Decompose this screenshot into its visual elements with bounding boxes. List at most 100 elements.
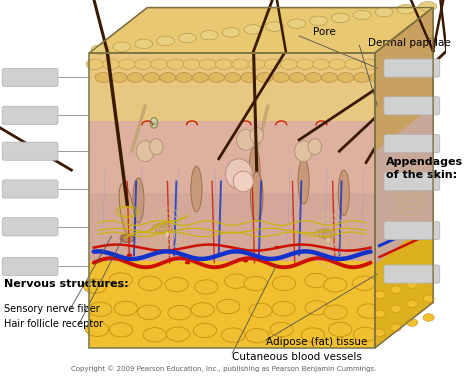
Text: Copyright © 2009 Pearson Education, Inc., publishing as Pearson Benjamin Cumming: Copyright © 2009 Pearson Education, Inc.… — [71, 366, 376, 372]
Ellipse shape — [310, 16, 328, 26]
Ellipse shape — [151, 59, 168, 70]
Ellipse shape — [119, 184, 136, 240]
Ellipse shape — [160, 73, 176, 82]
Ellipse shape — [183, 59, 200, 70]
Ellipse shape — [313, 59, 329, 70]
Ellipse shape — [191, 166, 202, 212]
FancyBboxPatch shape — [2, 218, 58, 236]
Ellipse shape — [324, 305, 347, 319]
Ellipse shape — [273, 73, 289, 82]
Ellipse shape — [272, 302, 295, 316]
Ellipse shape — [321, 73, 337, 82]
Ellipse shape — [216, 59, 233, 70]
Ellipse shape — [305, 273, 328, 288]
FancyBboxPatch shape — [2, 257, 58, 276]
Ellipse shape — [135, 39, 153, 49]
Ellipse shape — [423, 295, 434, 302]
Ellipse shape — [244, 276, 267, 291]
Ellipse shape — [353, 276, 376, 290]
Text: Sensory nerve fiber: Sensory nerve fiber — [4, 304, 100, 314]
Ellipse shape — [331, 13, 349, 23]
Ellipse shape — [193, 323, 217, 338]
Bar — [89, 53, 375, 348]
Ellipse shape — [329, 59, 346, 70]
Ellipse shape — [109, 323, 133, 337]
Ellipse shape — [241, 73, 257, 82]
Ellipse shape — [191, 303, 214, 317]
Ellipse shape — [370, 73, 386, 82]
Text: Cutaneous blood vessels: Cutaneous blood vessels — [232, 352, 362, 362]
Ellipse shape — [128, 73, 144, 82]
Ellipse shape — [338, 73, 354, 82]
Ellipse shape — [200, 59, 216, 70]
Ellipse shape — [423, 276, 434, 284]
Ellipse shape — [114, 301, 137, 316]
Polygon shape — [375, 8, 433, 348]
Ellipse shape — [280, 59, 297, 70]
Ellipse shape — [225, 274, 248, 288]
Ellipse shape — [374, 329, 385, 336]
Ellipse shape — [298, 159, 309, 204]
Ellipse shape — [226, 159, 252, 189]
FancyBboxPatch shape — [2, 180, 58, 198]
Ellipse shape — [113, 42, 131, 51]
Ellipse shape — [246, 328, 269, 343]
Ellipse shape — [176, 73, 192, 82]
Bar — [89, 261, 375, 348]
Ellipse shape — [217, 299, 240, 314]
Ellipse shape — [289, 73, 305, 82]
FancyBboxPatch shape — [384, 265, 440, 283]
Ellipse shape — [232, 59, 249, 70]
Ellipse shape — [83, 279, 107, 293]
FancyBboxPatch shape — [384, 222, 440, 240]
Ellipse shape — [168, 305, 191, 320]
Ellipse shape — [95, 73, 111, 82]
Ellipse shape — [150, 139, 163, 155]
Ellipse shape — [308, 139, 321, 155]
Ellipse shape — [354, 327, 377, 342]
Ellipse shape — [273, 276, 296, 291]
Ellipse shape — [109, 273, 132, 287]
Ellipse shape — [288, 19, 306, 28]
Ellipse shape — [243, 259, 248, 262]
Text: Appendages
of the skin:: Appendages of the skin: — [386, 156, 463, 180]
Ellipse shape — [390, 324, 401, 332]
Ellipse shape — [327, 237, 330, 243]
FancyBboxPatch shape — [2, 68, 58, 87]
Ellipse shape — [407, 319, 418, 326]
Text: Hair follicle receptor: Hair follicle receptor — [4, 319, 104, 329]
Ellipse shape — [361, 59, 378, 70]
Ellipse shape — [221, 328, 245, 342]
Ellipse shape — [305, 73, 321, 82]
FancyBboxPatch shape — [384, 172, 440, 191]
Ellipse shape — [301, 328, 325, 342]
Ellipse shape — [127, 254, 132, 257]
Ellipse shape — [85, 322, 109, 336]
Ellipse shape — [195, 280, 218, 294]
Ellipse shape — [225, 73, 241, 82]
Ellipse shape — [250, 127, 264, 143]
Ellipse shape — [179, 33, 196, 43]
Ellipse shape — [374, 291, 385, 299]
Ellipse shape — [138, 276, 162, 291]
Ellipse shape — [165, 277, 188, 292]
Bar — [89, 53, 375, 121]
Ellipse shape — [270, 322, 293, 337]
Text: Dermal papillae: Dermal papillae — [368, 39, 451, 48]
Ellipse shape — [407, 300, 418, 307]
Ellipse shape — [249, 147, 260, 193]
Ellipse shape — [338, 170, 349, 215]
Ellipse shape — [185, 261, 190, 265]
Ellipse shape — [133, 178, 144, 223]
Text: Pore: Pore — [312, 27, 335, 37]
Ellipse shape — [89, 302, 112, 316]
Ellipse shape — [274, 246, 280, 249]
Ellipse shape — [209, 73, 224, 82]
Ellipse shape — [354, 73, 370, 82]
Ellipse shape — [144, 73, 160, 82]
Ellipse shape — [305, 301, 328, 315]
Ellipse shape — [137, 305, 161, 319]
Ellipse shape — [353, 10, 371, 20]
Ellipse shape — [374, 310, 385, 318]
Bar — [89, 121, 375, 193]
